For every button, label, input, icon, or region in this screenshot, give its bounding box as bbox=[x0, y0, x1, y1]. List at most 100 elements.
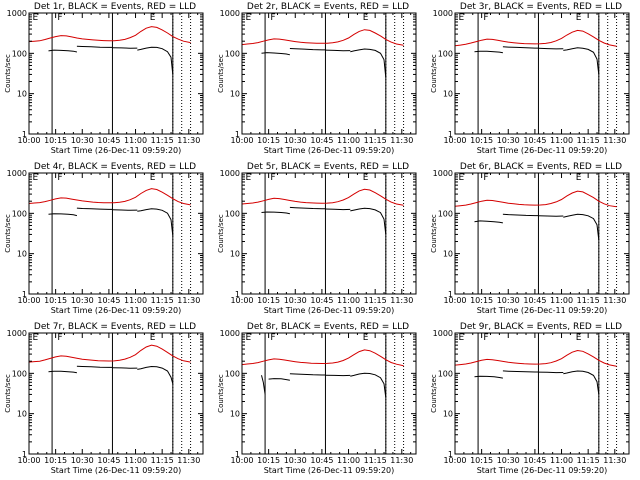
flag-label: F bbox=[270, 173, 275, 183]
x-tick-label: 10:15 bbox=[257, 456, 280, 465]
flag-label: E bbox=[150, 173, 156, 183]
events-series-line bbox=[112, 367, 138, 369]
flag-label: E bbox=[363, 13, 369, 23]
lld-series-line bbox=[454, 190, 617, 208]
flag-label: E bbox=[576, 13, 582, 23]
x-tick-label: 11:00 bbox=[550, 296, 573, 305]
y-tick-label: 10 bbox=[230, 90, 240, 99]
plot-frame bbox=[454, 12, 630, 135]
flag-label: F bbox=[483, 173, 488, 183]
lld-series-line bbox=[28, 344, 191, 363]
flag-label: E bbox=[576, 173, 582, 183]
y-tick-label: 100 bbox=[225, 209, 240, 218]
x-tick-label: 10:30 bbox=[497, 456, 520, 465]
y-tick-label: 10 bbox=[17, 250, 27, 259]
y-axis-label: Counts/sec bbox=[4, 54, 12, 93]
flag-label: E bbox=[246, 13, 252, 23]
y-tick-label: 1000 bbox=[433, 169, 453, 178]
chart-title: Det 7r, BLACK = Events, RED = LLD bbox=[34, 322, 196, 332]
events-series-line bbox=[350, 48, 387, 78]
events-series-line bbox=[289, 373, 326, 376]
y-tick-label: 1000 bbox=[7, 329, 27, 338]
y-tick-label: 100 bbox=[12, 49, 27, 58]
y-tick-label: 1 bbox=[235, 130, 240, 139]
plot-frame bbox=[241, 172, 417, 295]
chart-title: Det 8r, BLACK = Events, RED = LLD bbox=[247, 322, 409, 332]
events-series-line bbox=[289, 48, 326, 51]
x-tick-label: 10:45 bbox=[310, 296, 333, 305]
x-tick-label: 10:00 bbox=[443, 136, 466, 145]
x-tick-label: 10:00 bbox=[17, 136, 40, 145]
plot-frame bbox=[454, 172, 630, 295]
plot-frame bbox=[28, 172, 204, 295]
x-tick-label: 11:30 bbox=[390, 296, 413, 305]
x-tick-label: 10:15 bbox=[257, 296, 280, 305]
y-axis-label: Counts/sec bbox=[430, 54, 438, 93]
x-axis-label: Start Time (26-Dec-11 09:59:20) bbox=[51, 466, 182, 475]
events-series-line bbox=[261, 52, 291, 56]
y-tick-label: 100 bbox=[438, 369, 453, 378]
events-series-line bbox=[502, 370, 539, 373]
y-tick-label: 10 bbox=[443, 250, 453, 259]
x-tick-label: 10:45 bbox=[97, 296, 120, 305]
chart-title: Det 1r, BLACK = Events, RED = LLD bbox=[34, 2, 196, 12]
y-tick-label: 10 bbox=[17, 410, 27, 419]
x-tick-label: 10:00 bbox=[17, 296, 40, 305]
events-series-line bbox=[76, 45, 113, 48]
lld-series-line bbox=[454, 29, 617, 47]
events-series-line bbox=[325, 208, 351, 211]
x-tick-label: 11:00 bbox=[124, 296, 147, 305]
x-tick-label: 10:30 bbox=[497, 296, 520, 305]
x-tick-label: 10:30 bbox=[71, 296, 94, 305]
flag-label: F bbox=[483, 333, 488, 343]
events-series-line bbox=[76, 365, 113, 368]
y-tick-label: 100 bbox=[12, 209, 27, 218]
x-tick-label: 10:45 bbox=[523, 456, 546, 465]
x-tick-label: 10:15 bbox=[257, 136, 280, 145]
x-tick-label: 10:30 bbox=[284, 296, 307, 305]
events-series-line bbox=[538, 371, 564, 374]
events-series-line bbox=[474, 220, 503, 224]
x-tick-label: 11:30 bbox=[603, 136, 626, 145]
events-series-line bbox=[48, 213, 78, 217]
events-series-line bbox=[261, 211, 290, 215]
x-tick-label: 10:30 bbox=[284, 456, 307, 465]
flag-label: E bbox=[33, 333, 39, 343]
x-tick-label: 10:15 bbox=[470, 136, 493, 145]
plot-frame bbox=[28, 332, 204, 455]
x-tick-label: 10:15 bbox=[470, 456, 493, 465]
y-tick-label: 1 bbox=[235, 290, 240, 299]
chart-title: Det 4r, BLACK = Events, RED = LLD bbox=[34, 162, 196, 172]
x-axis-label: Start Time (26-Dec-11 09:59:20) bbox=[51, 306, 182, 315]
x-tick-label: 10:45 bbox=[310, 136, 333, 145]
y-tick-label: 1000 bbox=[220, 169, 240, 178]
x-tick-label: 10:15 bbox=[44, 296, 67, 305]
flag-label: E bbox=[246, 333, 252, 343]
lld-series-line bbox=[241, 29, 404, 46]
events-series-line bbox=[350, 372, 387, 398]
flag-label: E bbox=[576, 333, 582, 343]
x-tick-label: 10:45 bbox=[523, 296, 546, 305]
events-series-line bbox=[76, 207, 113, 210]
y-axis-label: Counts/sec bbox=[430, 374, 438, 413]
x-tick-label: 11:15 bbox=[151, 136, 174, 145]
chart-title: Det 5r, BLACK = Events, RED = LLD bbox=[247, 162, 409, 172]
x-tick-label: 11:00 bbox=[124, 456, 147, 465]
x-tick-label: 11:30 bbox=[603, 456, 626, 465]
events-series-line bbox=[474, 50, 503, 54]
y-tick-label: 1000 bbox=[7, 169, 27, 178]
flag-label: E bbox=[150, 333, 156, 343]
events-series-line bbox=[563, 370, 600, 395]
y-tick-label: 1 bbox=[235, 450, 240, 459]
y-axis-label: Counts/sec bbox=[217, 214, 225, 253]
x-tick-label: 11:30 bbox=[177, 456, 200, 465]
y-tick-label: 10 bbox=[17, 90, 27, 99]
events-series-line bbox=[261, 375, 266, 395]
y-axis-label: Counts/sec bbox=[430, 214, 438, 253]
x-tick-label: 11:00 bbox=[337, 456, 360, 465]
y-tick-label: 1 bbox=[22, 130, 27, 139]
